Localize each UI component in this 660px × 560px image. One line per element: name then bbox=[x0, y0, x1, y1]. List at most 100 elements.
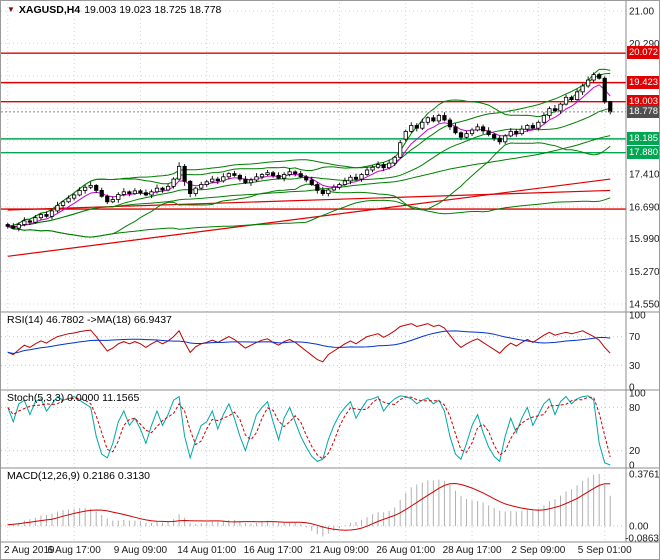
candle-body bbox=[398, 142, 403, 158]
candle-body bbox=[182, 165, 187, 182]
candle-body bbox=[88, 185, 93, 188]
candle-body bbox=[116, 194, 121, 200]
candle-body bbox=[237, 175, 243, 180]
stoch-axis-label: 0 bbox=[629, 461, 635, 472]
candle-body bbox=[442, 115, 447, 121]
price-badge: 19.003 bbox=[627, 94, 659, 108]
candle-body bbox=[481, 126, 486, 132]
candle-body bbox=[431, 117, 436, 122]
candle-body bbox=[215, 178, 220, 182]
price-axis-label: 14.550 bbox=[629, 300, 660, 311]
candle-body bbox=[259, 174, 265, 178]
candle-body bbox=[508, 130, 513, 137]
stochastic-indicator-header: Stoch(5,3,3) 0.0000 11.1565 bbox=[7, 392, 140, 404]
candle-body bbox=[287, 171, 292, 175]
candle-body bbox=[453, 126, 458, 134]
symbol-marker-icon[interactable]: ▼ bbox=[7, 5, 15, 14]
candle-body bbox=[138, 190, 143, 194]
candle-body bbox=[331, 186, 336, 191]
rsi-line bbox=[7, 323, 611, 363]
candle-body bbox=[199, 184, 204, 189]
rsi-axis-label: 70 bbox=[629, 332, 641, 343]
candle-body bbox=[171, 178, 176, 187]
stoch-axis-label: 20 bbox=[629, 446, 641, 457]
candle-body bbox=[469, 129, 475, 135]
price-axis-label: 20.290 bbox=[629, 39, 660, 50]
candle-body bbox=[425, 117, 430, 123]
candle-body bbox=[514, 130, 519, 135]
rsi-axis-label: 30 bbox=[629, 361, 641, 372]
price-axis-label: 16.690 bbox=[629, 202, 660, 213]
candle-body bbox=[193, 187, 198, 195]
candle-body bbox=[293, 171, 298, 175]
date-axis-label: 28 Aug 17:00 bbox=[443, 545, 502, 556]
candle-body bbox=[177, 165, 182, 180]
candle-body bbox=[265, 172, 270, 175]
candle-body bbox=[248, 179, 254, 184]
macd-axis-label: 0.3761 bbox=[629, 470, 660, 481]
candle-body bbox=[298, 173, 303, 178]
candle-body bbox=[127, 191, 132, 195]
chart-symbol: XAGUSD,H4 bbox=[18, 4, 81, 16]
candle-body bbox=[154, 187, 160, 193]
candle-body bbox=[320, 190, 325, 195]
price-axis-label: 15.990 bbox=[629, 234, 660, 245]
candle-body bbox=[420, 121, 425, 129]
candle-body bbox=[541, 115, 547, 123]
candle-body bbox=[309, 179, 314, 185]
candle-body bbox=[503, 135, 508, 143]
date-axis-label: 21 Aug 09:00 bbox=[310, 545, 369, 556]
candle-body bbox=[353, 176, 359, 180]
candle-body bbox=[359, 174, 364, 180]
candle-body bbox=[342, 180, 348, 185]
candle-body bbox=[232, 173, 237, 176]
candle-body bbox=[132, 190, 137, 195]
date-axis-label: 14 Aug 01:00 bbox=[177, 545, 236, 556]
candle-body bbox=[66, 197, 71, 203]
candle-body bbox=[608, 101, 613, 113]
trendline[interactable] bbox=[7, 178, 611, 257]
candle-body bbox=[602, 77, 607, 103]
candle-body bbox=[436, 115, 441, 122]
candle-body bbox=[458, 132, 464, 138]
candle-body bbox=[99, 190, 104, 197]
date-axis-label: 9 Aug 09:00 bbox=[114, 545, 168, 556]
candle-body bbox=[165, 185, 171, 191]
stoch-d-line bbox=[7, 396, 611, 460]
candle-body bbox=[149, 191, 154, 196]
price-axis-label: 17.410 bbox=[629, 170, 660, 181]
candle-body bbox=[375, 164, 381, 168]
candle-body bbox=[464, 133, 469, 138]
candle-body bbox=[403, 130, 408, 140]
candle-body bbox=[44, 214, 49, 217]
candle-body bbox=[530, 125, 535, 129]
candle-body bbox=[337, 184, 342, 188]
chart-ohlc-values: 19.003 19.023 18.725 18.778 bbox=[84, 4, 222, 16]
candle-body bbox=[370, 166, 375, 171]
candle-body bbox=[591, 74, 596, 81]
candle-body bbox=[27, 220, 32, 223]
candle-body bbox=[597, 74, 602, 79]
candle-body bbox=[77, 190, 82, 196]
candle-body bbox=[580, 85, 585, 93]
candle-body bbox=[387, 162, 392, 169]
stoch-axis-label: 100 bbox=[629, 389, 646, 400]
candle-body bbox=[414, 125, 419, 129]
candle-body bbox=[364, 169, 370, 175]
candle-body bbox=[552, 108, 558, 112]
rsi-indicator-header: RSI(14) 46.7802 ->MA(18) 66.9437 bbox=[7, 314, 172, 326]
candle-body bbox=[110, 199, 115, 203]
price-badge: 18.185 bbox=[627, 131, 659, 145]
candle-body bbox=[348, 176, 353, 182]
candle-body bbox=[586, 79, 591, 87]
candle-body bbox=[492, 134, 497, 139]
price-badge: 18.778 bbox=[627, 104, 659, 118]
price-badge: 17.880 bbox=[627, 145, 659, 159]
stoch-axis-label: 80 bbox=[629, 403, 641, 414]
band-upper-line bbox=[7, 72, 611, 227]
rsi-axis-label: 0 bbox=[629, 383, 635, 394]
candle-body bbox=[536, 121, 541, 129]
macd-axis-label: 0.00 bbox=[629, 522, 649, 533]
